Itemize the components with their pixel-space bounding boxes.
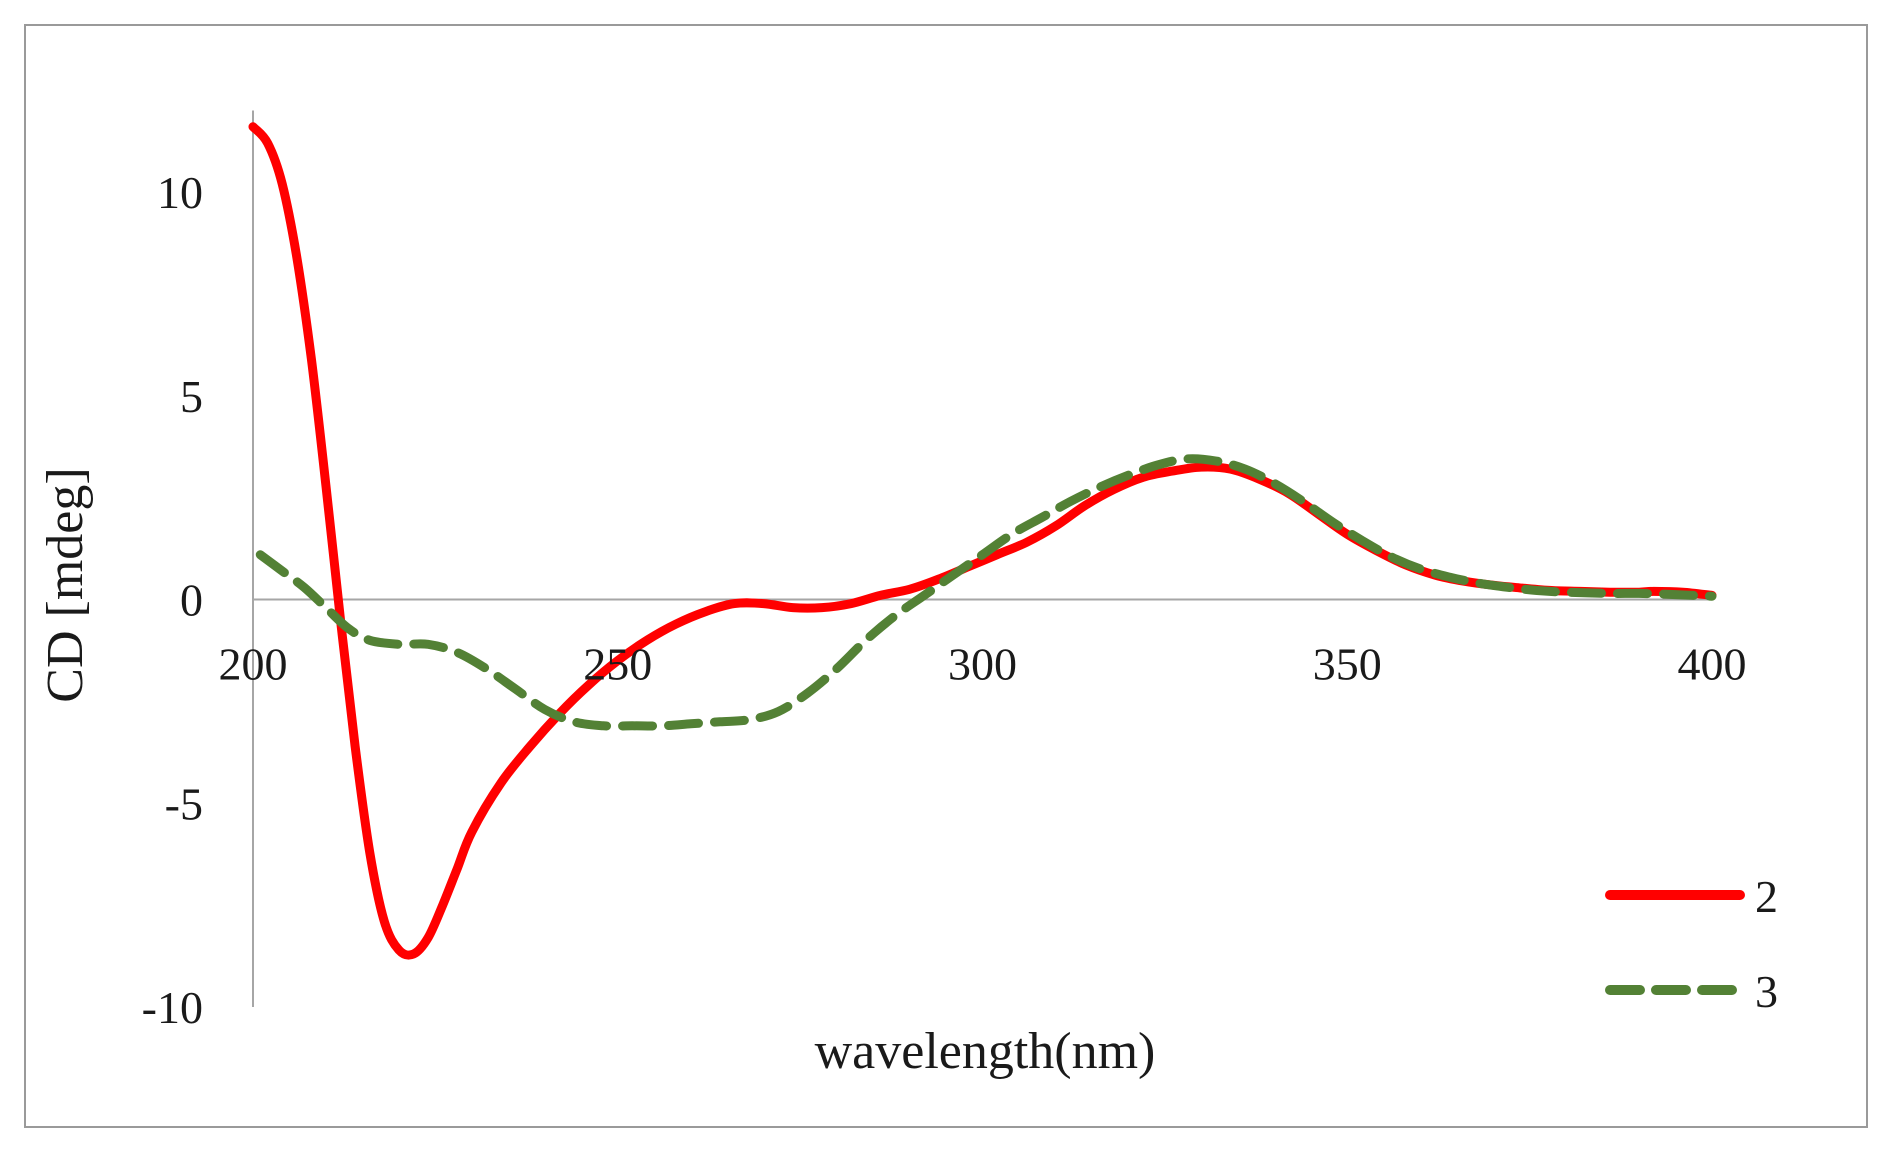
x-tick-label: 400 xyxy=(1678,639,1747,690)
y-tick-label: -5 xyxy=(165,778,203,829)
legend-label-series-2: 2 xyxy=(1755,871,1778,922)
y-tick-label: 5 xyxy=(180,371,203,422)
y-tick-label: 0 xyxy=(180,575,203,626)
x-axis-label: wavelength(nm) xyxy=(815,1023,1156,1080)
y-tick-label: 10 xyxy=(157,167,203,218)
ticks-layer: 200 250 300 350 400 -10 -5 0 5 10 xyxy=(142,167,1747,1033)
legend: 2 3 xyxy=(1605,871,1778,1017)
series-layer xyxy=(248,122,1717,960)
x-tick-label: 350 xyxy=(1313,639,1382,690)
y-axis-label: CD [mdeg] xyxy=(37,467,94,702)
axes-layer xyxy=(252,110,1712,1007)
x-tick-label: 250 xyxy=(583,639,652,690)
x-tick-label: 200 xyxy=(219,639,288,690)
y-tick-label: -10 xyxy=(142,982,203,1033)
x-tick-label: 300 xyxy=(948,639,1017,690)
legend-label-series-3: 3 xyxy=(1755,966,1778,1017)
series-line-3 xyxy=(255,454,1717,731)
